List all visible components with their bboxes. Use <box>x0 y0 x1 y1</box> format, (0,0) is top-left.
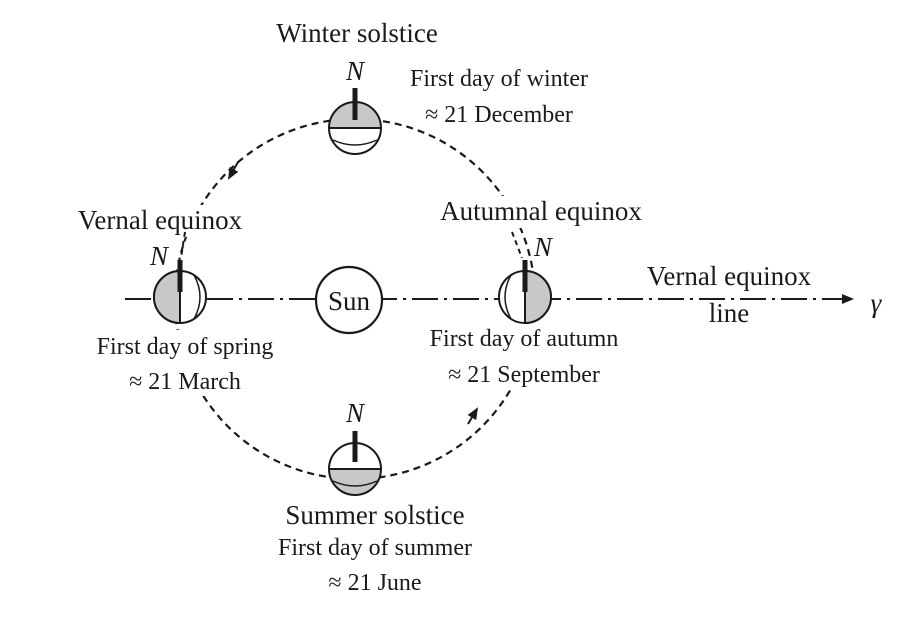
label-backdrop-spring <box>72 330 297 396</box>
orbit-arrow-lower-right <box>467 407 479 425</box>
earth-summer <box>327 431 383 496</box>
sun <box>314 265 384 335</box>
earth-vernal <box>153 231 207 325</box>
vernal-equinox-title: Vernal equinox <box>78 205 243 235</box>
sun-label: Sun <box>328 286 371 316</box>
equinox-line-label-1: Vernal equinox <box>647 261 812 291</box>
earth-autumnal <box>498 231 552 325</box>
vernal-first-day: First day of spring <box>97 334 274 360</box>
summer-north-label: N <box>345 398 366 428</box>
label-backdrop-autumnal <box>415 196 670 228</box>
gamma-symbol: γ <box>871 288 883 318</box>
autumnal-equinox-title: Autumnal equinox <box>440 196 642 226</box>
summer-date: ≈ 21 June <box>328 570 421 596</box>
label-backdrop-vernal <box>55 205 265 237</box>
label-backdrop-autumn <box>405 322 647 388</box>
winter-first-day: First day of winter <box>410 66 588 92</box>
autumnal-date: ≈ 21 September <box>448 362 600 388</box>
equinox-line-label-2: line <box>709 298 750 328</box>
summer-first-day: First day of summer <box>278 535 472 561</box>
autumnal-first-day: First day of autumn <box>430 326 619 352</box>
summer-solstice-title: Summer solstice <box>285 500 464 530</box>
orbit-arrow-upper-left <box>228 161 239 180</box>
vernal-date: ≈ 21 March <box>129 369 241 395</box>
earth-winter <box>327 88 383 155</box>
winter-solstice-title: Winter solstice <box>276 18 438 48</box>
vernal-north-label: N <box>149 241 170 271</box>
autumnal-north-label: N <box>533 232 554 262</box>
winter-date: ≈ 21 December <box>425 102 573 128</box>
winter-north-label: N <box>345 56 366 86</box>
